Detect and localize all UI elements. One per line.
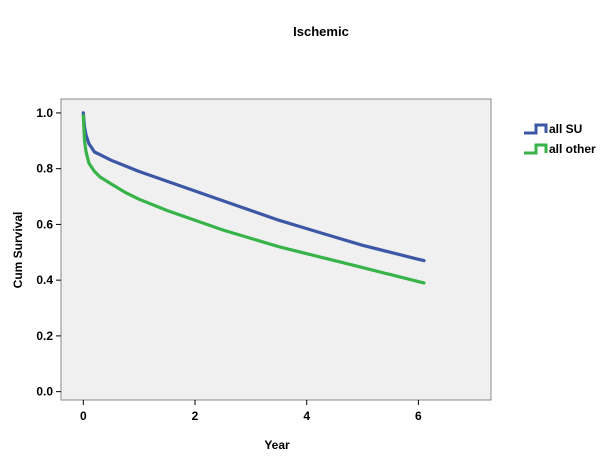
legend-label: all other: [549, 142, 596, 156]
series-line-all-other: [81, 114, 426, 285]
x-tick-label: 6: [415, 409, 422, 423]
y-tick-label: 0.2: [36, 329, 53, 343]
legend-swatch: [524, 143, 548, 155]
y-tick-label: 0.6: [36, 217, 53, 231]
y-axis: 0.0 0.2 0.4 0.6 0.8 1.0: [36, 106, 61, 399]
chart-title: Ischemic: [293, 24, 349, 39]
legend: all SU all other: [524, 122, 596, 156]
series-line-all-su: [81, 111, 426, 263]
x-tick-label: 2: [192, 409, 199, 423]
x-axis: 0 2 4 6: [80, 400, 422, 423]
x-tick-label: 4: [303, 409, 310, 423]
legend-label: all SU: [549, 122, 582, 136]
y-axis-label: Cum Survival: [11, 212, 25, 289]
series-lines: [81, 111, 426, 285]
legend-swatch: [524, 123, 548, 135]
y-tick-label: 0.8: [36, 162, 53, 176]
y-tick-label: 0.4: [36, 273, 53, 287]
plot-area: [60, 98, 492, 401]
x-tick-label: 0: [80, 409, 87, 423]
y-tick-label: 0.0: [36, 385, 53, 399]
y-tick-label: 1.0: [36, 106, 53, 120]
x-axis-label: Year: [264, 438, 290, 452]
